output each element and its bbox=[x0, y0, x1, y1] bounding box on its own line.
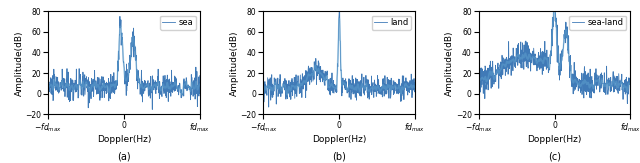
Y-axis label: Amplitude(dB): Amplitude(dB) bbox=[445, 30, 454, 96]
Legend: sea: sea bbox=[160, 16, 195, 30]
Y-axis label: Amplitude(dB): Amplitude(dB) bbox=[230, 30, 239, 96]
Text: (a): (a) bbox=[117, 151, 131, 161]
Text: (b): (b) bbox=[332, 151, 346, 161]
Legend: land: land bbox=[372, 16, 411, 30]
Legend: sea-land: sea-land bbox=[570, 16, 626, 30]
X-axis label: Doppler(Hz): Doppler(Hz) bbox=[97, 135, 151, 144]
X-axis label: Doppler(Hz): Doppler(Hz) bbox=[527, 135, 582, 144]
X-axis label: Doppler(Hz): Doppler(Hz) bbox=[312, 135, 366, 144]
Text: (c): (c) bbox=[548, 151, 561, 161]
Y-axis label: Amplitude(dB): Amplitude(dB) bbox=[15, 30, 24, 96]
